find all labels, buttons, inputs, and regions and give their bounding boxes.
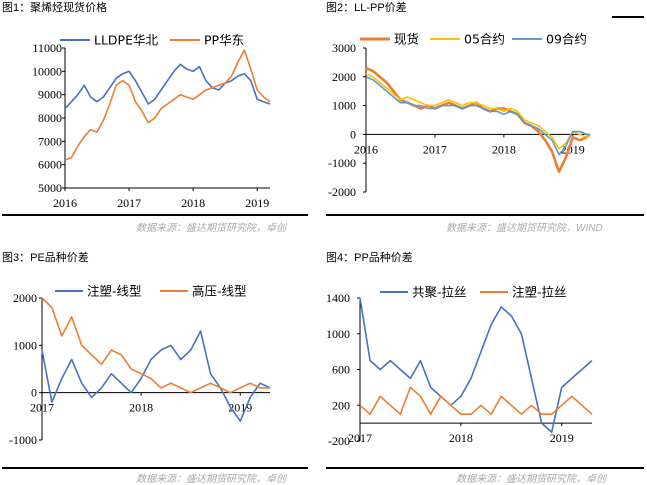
c1-series-2-line [64,49,271,161]
chart2-top-rule [612,16,644,18]
c2-y-tick-label: 2000 [332,70,356,84]
c1-x-tick-label: 2018 [181,196,205,210]
c1-legend-label-1: LLDPE华北 [94,33,158,48]
c2-y-tick-label: -1000 [328,156,356,170]
chart3-source: 数据来源：盛达期货研究院，卓创 [136,474,286,485]
c3-legend-label-1: 注塑-线型 [87,284,142,299]
c4-y-tick-label: 200 [332,398,350,412]
c4-y-tick-label: 600 [332,363,350,377]
c1-y-tick-label: 9000 [38,88,62,102]
c3-x-tick-label: 2018 [129,401,153,415]
c2-y-tick-label: -2000 [328,185,356,199]
chart2-title: 图2：LL-PP价差 [326,2,407,14]
c4-series-2-line [359,386,593,415]
c3-legend-label-2: 高压-线型 [192,284,247,299]
chart1-source: 数据来源：盛达期货研究院，卓创 [136,223,286,234]
c2-legend-label-3: 09合约 [546,32,587,47]
c3-x-tick-label: 2017 [30,401,54,415]
c2-series-3-line [365,76,590,156]
c2-x-tick-label: 2016 [354,142,378,156]
c3-y-tick-label: -1000 [9,433,37,447]
c1-legend-label-2: PP华东 [204,33,244,48]
chart3-bottom-rule [2,467,308,469]
chart1-bottom-rule [2,214,308,216]
chart4-bottom-rule [326,467,644,469]
c2-x-tick-label: 2018 [492,142,516,156]
c2-legend-label-2: 05合约 [464,32,505,47]
c3-y-tick-label: 0 [31,386,37,400]
c3-y-tick-label: 1000 [13,338,37,352]
c4-series-1-line [359,297,593,433]
c1-y-tick-label: 11000 [32,41,62,55]
c1-x-tick-label: 2019 [245,196,269,210]
c1-y-tick-label: 6000 [38,158,62,172]
c2-y-tick-label: 0 [350,127,356,141]
chart2-source: 数据来源：盛达期货研究院，WIND [446,223,603,234]
c2-series-1-line [365,66,591,174]
c1-series-1-line [64,63,271,110]
c4-y-tick-label: 1000 [326,327,350,341]
c2-x-tick-label: 2017 [423,142,447,156]
c2-y-tick-label: 1000 [332,99,356,113]
c4-legend-label-1: 共聚-拉丝 [412,285,467,300]
c4-y-tick-label: -200 [328,434,350,448]
c1-y-tick-label: 5000 [38,181,62,195]
c2-legend-label-1: 现货 [394,32,419,47]
chart1-title: 图1：聚烯烃现货价格 [2,2,108,14]
chart4-source: 数据来源：盛达期货研究院，卓创 [456,474,606,485]
c4-legend-label-2: 注塑-拉丝 [512,285,567,300]
c3-series-2-line [41,297,270,394]
c3-series-1-line [41,330,271,422]
c4-x-tick-label: 2018 [449,431,473,445]
c1-y-tick-label: 8000 [38,111,62,125]
c1-y-tick-label: 7000 [38,134,62,148]
c1-y-tick-label: 10000 [32,64,62,78]
chart4-title: 图4：PP品种价差 [326,252,413,264]
chart2-bottom-rule [326,214,644,216]
c4-x-tick-label: 2017 [348,431,372,445]
c3-y-tick-label: 2000 [13,291,37,305]
chart3-title: 图3：PE品种价差 [2,252,89,264]
c2-y-tick-label: 3000 [332,41,356,55]
c4-x-tick-label: 2019 [550,431,574,445]
c4-y-tick-label: 1400 [326,291,350,305]
c2-series-2-line [365,73,591,150]
c1-x-tick-label: 2016 [53,196,77,210]
c1-x-tick-label: 2017 [117,196,141,210]
